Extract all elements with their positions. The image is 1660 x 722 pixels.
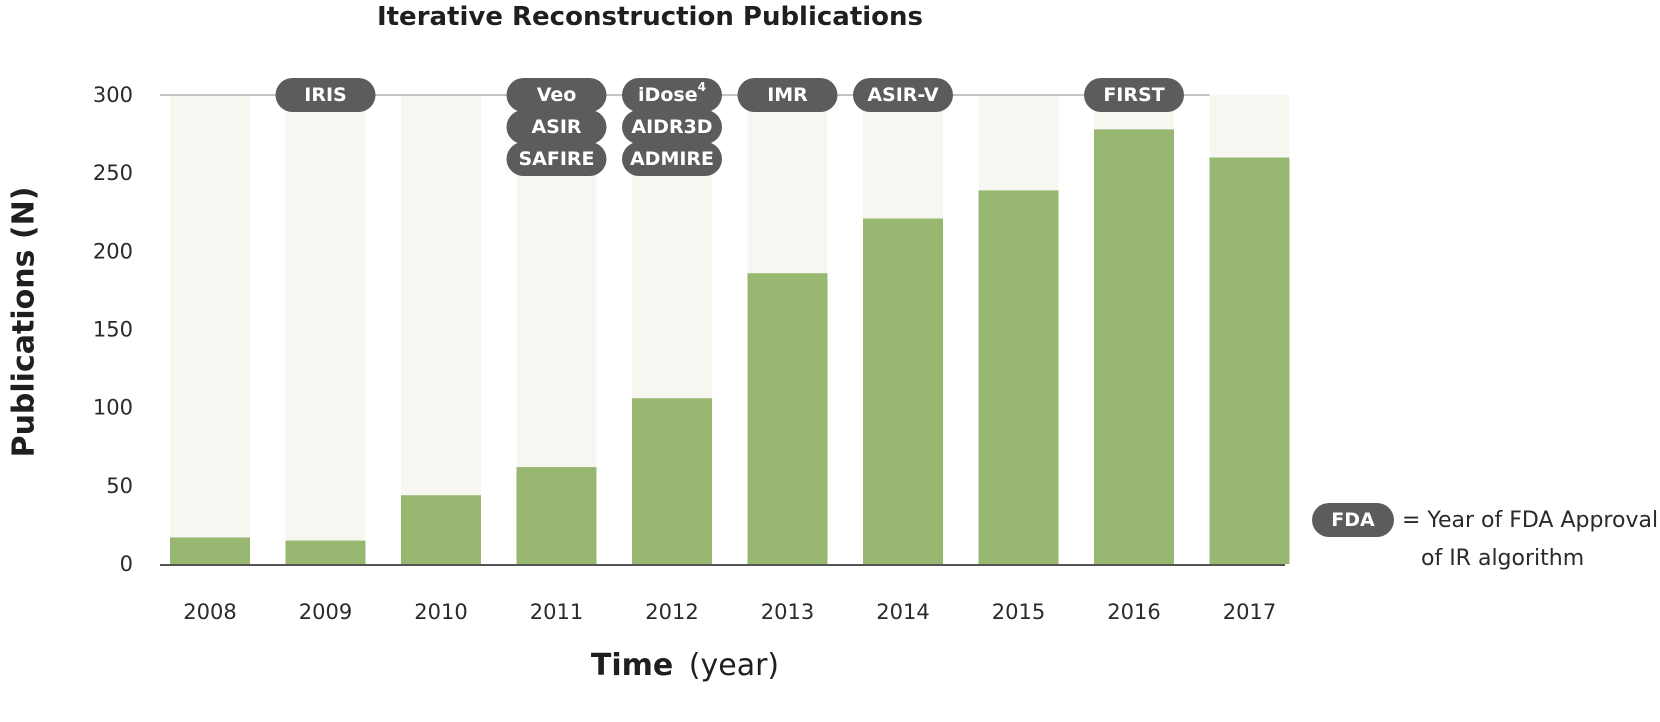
legend-text-line2: of IR algorithm [1421,546,1584,571]
fda-pill-2012-1 [622,78,722,112]
bar-2015 [978,190,1059,564]
bar-2009 [285,540,366,564]
x-tick-2011: 2011 [530,600,583,624]
fda-pill-label-idose: iDose4 [638,80,706,106]
legend-pill [1312,503,1394,537]
bar-background-2009 [285,95,366,564]
fda-pill-label-iris: IRIS [304,84,346,106]
bar-2017 [1209,157,1290,565]
bar-2010 [401,495,481,564]
y-tick-100: 100 [93,396,133,420]
x-tick-2012: 2012 [645,600,698,624]
bar-2012 [632,398,712,564]
x-tick-2009: 2009 [299,600,352,624]
x-tick-2015: 2015 [992,600,1045,624]
fda-pill-2012-3 [622,142,722,176]
fda-pill-label-asir: ASIR [531,116,581,138]
x-axis-label: Time [591,648,673,683]
y-tick-200: 200 [93,239,133,263]
fda-pill-2011-2 [506,110,607,144]
bars [170,129,1290,565]
legend-pill-label: FDA [1331,509,1375,531]
fda-pill-2011-1 [506,78,607,112]
fda-approval-annotations: IRIS Veo ASIR SAFIRE iDose4 AIDR3D ADMIRE IMR AS… [275,78,1184,176]
fda-pill-label-veo: Veo [537,84,577,106]
x-axis-unit: (year) [689,648,779,683]
fda-pill-2011-3 [506,142,607,176]
y-tick-250: 250 [93,161,133,185]
bar-background-2008 [170,95,250,564]
bar-background-2010 [401,95,481,564]
fda-pill-label-first: FIRST [1103,84,1164,106]
x-tick-2013: 2013 [761,600,814,624]
fda-pill-label-admire: ADMIRE [630,148,714,170]
y-tick-50: 50 [106,474,133,498]
x-axis-title: Time (year) [591,648,779,683]
x-tick-2017: 2017 [1223,600,1276,624]
y-tick-150: 150 [93,318,133,342]
bar-2013 [747,273,828,564]
x-tick-2016: 2016 [1107,600,1160,624]
fda-pill-2009-1 [275,78,376,112]
fda-pill-2016-1 [1084,78,1184,112]
fda-pill-label-safire: SAFIRE [518,148,594,170]
fda-pill-label-asir-v: ASIR-V [867,84,939,106]
fda-pill-label-aidr3d: AIDR3D [631,116,712,138]
y-tick-300: 300 [93,83,133,107]
chart-title: Iterative Reconstruction Publications [377,2,923,32]
bar-2016 [1094,129,1174,565]
x-tick-2008: 2008 [183,600,236,624]
fda-pill-2012-2 [622,110,722,144]
legend-text-line1: = Year of FDA Approval [1402,508,1658,533]
fda-pill-label-imr: IMR [767,84,808,106]
y-axis-ticks: 0 50 100 150 200 250 300 [93,83,133,576]
y-tick-0: 0 [120,552,133,576]
legend: FDA = Year of FDA Approval of IR algorit… [1312,503,1658,571]
bar-2008 [170,537,250,564]
fda-pill-2013-1 [737,78,838,112]
x-tick-2010: 2010 [414,600,467,624]
x-axis-ticks: 2008 2009 2010 2011 2012 2013 2014 2015 2016 2017 [183,600,1276,624]
y-axis-title: Publications (N) [7,187,42,458]
fda-pill-2014-1 [853,78,953,112]
y-axis-label: Publications (N) [7,187,42,458]
x-tick-2014: 2014 [876,600,929,624]
bar-2011 [516,467,597,564]
bar-2014 [863,218,943,564]
